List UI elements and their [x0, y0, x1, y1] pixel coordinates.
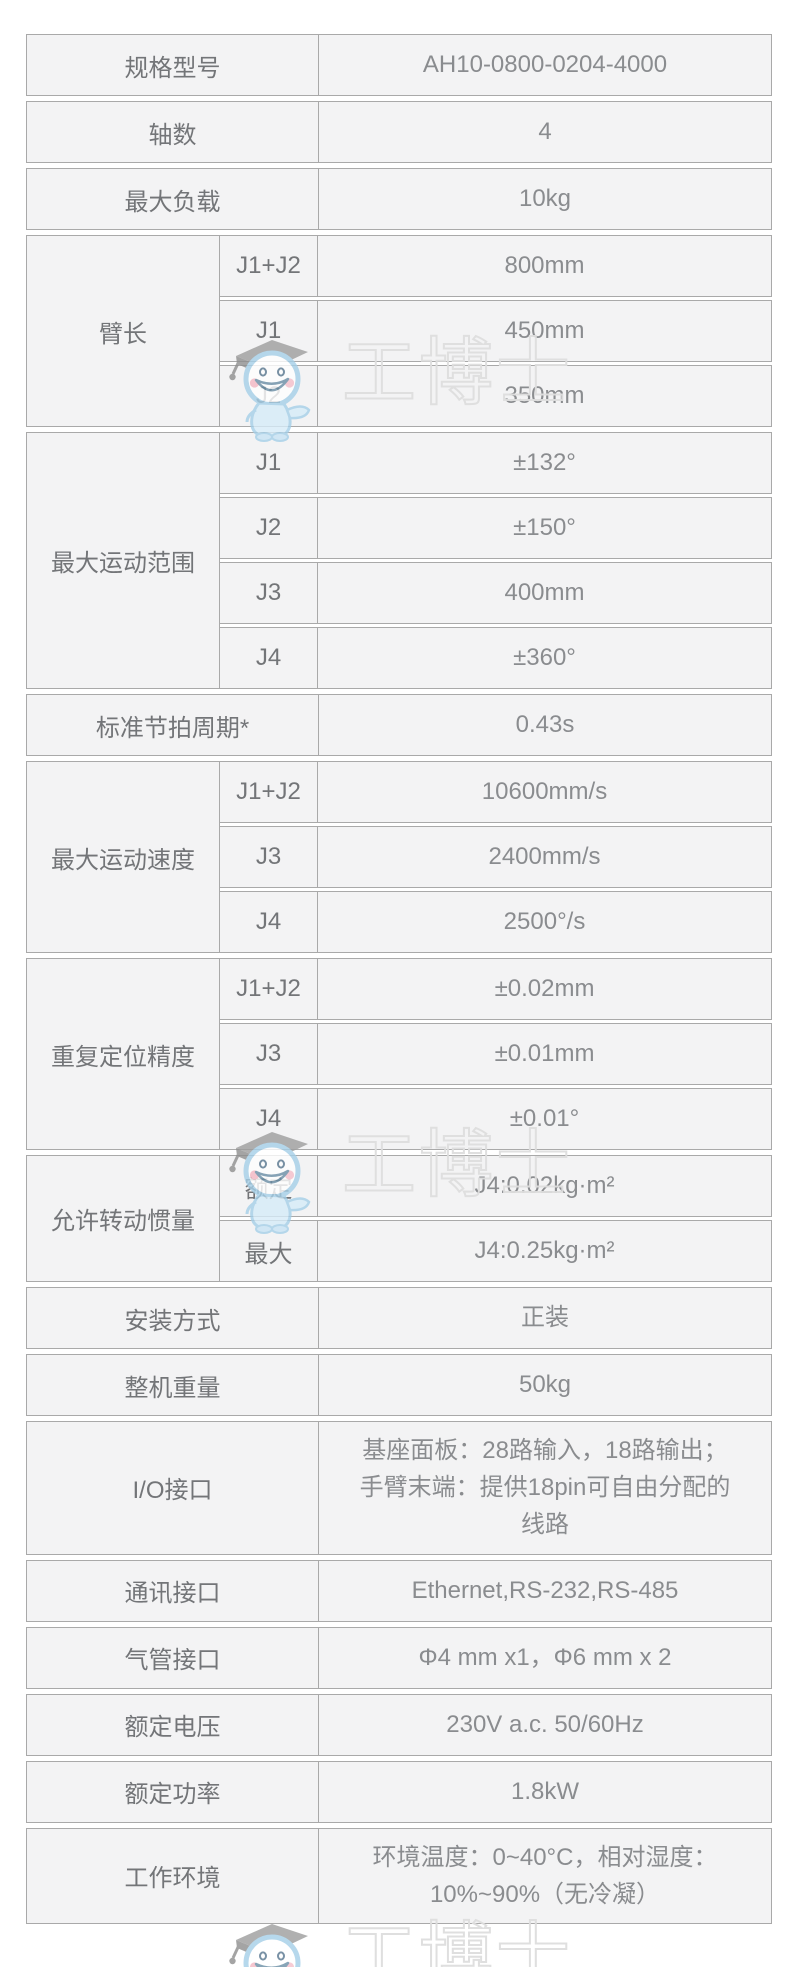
- subrow-label: 最大: [219, 1220, 318, 1282]
- spec-row: 标准节拍周期* 0.43s: [26, 694, 772, 756]
- row-label: 重复定位精度: [26, 958, 220, 1150]
- subrow-value: J4:0.02kg·m²: [317, 1155, 772, 1217]
- spec-row: 规格型号 AH10-0800-0204-4000: [26, 34, 772, 96]
- subrow-value: ±132°: [317, 432, 772, 494]
- subrow-label: 额定: [219, 1155, 318, 1217]
- subrow-label: J2: [219, 497, 318, 559]
- row-value: 1.8kW: [318, 1760, 772, 1823]
- spec-subrow: J4 2500°/s: [219, 891, 772, 953]
- spec-row: 安装方式 正装: [26, 1287, 772, 1349]
- spec-row: 最大运动范围 J1 ±132° J2 ±150° J3 400mm J4 ±360°: [26, 432, 772, 689]
- spec-subrow: J3 400mm: [219, 562, 772, 624]
- subrow-label: J4: [219, 627, 318, 689]
- row-value: 230V a.c. 50/60Hz: [318, 1693, 772, 1756]
- row-value: 环境温度：0~40°C，相对湿度： 10%~90%（无冷凝）: [318, 1827, 772, 1924]
- subrow-list: J1+J2 ±0.02mm J3 ±0.01mm J4 ±0.01°: [219, 958, 772, 1150]
- row-label: 规格型号: [26, 34, 319, 96]
- subrow-value: 10600mm/s: [317, 761, 772, 823]
- row-value: AH10-0800-0204-4000: [318, 34, 772, 96]
- spec-row: 额定功率 1.8kW: [26, 1760, 772, 1823]
- subrow-label: J1: [219, 300, 318, 362]
- row-label: 额定功率: [26, 1760, 319, 1823]
- row-label: 标准节拍周期*: [26, 694, 319, 756]
- spec-subrow: 额定 J4:0.02kg·m²: [219, 1155, 772, 1217]
- subrow-list: 额定 J4:0.02kg·m² 最大 J4:0.25kg·m²: [219, 1155, 772, 1282]
- row-label: 允许转动惯量: [26, 1155, 220, 1282]
- subrow-value: 400mm: [317, 562, 772, 624]
- spec-subrow: J1 450mm: [219, 300, 772, 362]
- subrow-label: J1: [219, 432, 318, 494]
- spec-row: 重复定位精度 J1+J2 ±0.02mm J3 ±0.01mm J4 ±0.01°: [26, 958, 772, 1150]
- spec-subrow: J1+J2 10600mm/s: [219, 761, 772, 823]
- subrow-label: J3: [219, 562, 318, 624]
- spec-subrow: J3 2400mm/s: [219, 826, 772, 888]
- subrow-label: J3: [219, 826, 318, 888]
- subrow-value: ±0.01mm: [317, 1023, 772, 1085]
- spec-subrow: 最大 J4:0.25kg·m²: [219, 1220, 772, 1282]
- row-value: 基座面板：28路输入，18路输出； 手臂末端：提供18pin可自由分配的 线路: [318, 1421, 772, 1555]
- spec-row: 最大负载 10kg: [26, 168, 772, 230]
- row-label: 安装方式: [26, 1287, 319, 1349]
- subrow-list: J1+J2 800mm J1 450mm J2 350mm: [219, 235, 772, 427]
- spec-row: 臂长 J1+J2 800mm J1 450mm J2 350mm: [26, 235, 772, 427]
- subrow-value: ±0.02mm: [317, 958, 772, 1020]
- subrow-label: J1+J2: [219, 958, 318, 1020]
- spec-subrow: J4 ±0.01°: [219, 1088, 772, 1150]
- subrow-list: J1 ±132° J2 ±150° J3 400mm J4 ±360°: [219, 432, 772, 689]
- spec-row: 工作环境 环境温度：0~40°C，相对湿度： 10%~90%（无冷凝）: [26, 1827, 772, 1924]
- subrow-value: J4:0.25kg·m²: [317, 1220, 772, 1282]
- row-value: Ethernet,RS-232,RS-485: [318, 1559, 772, 1622]
- spec-subrow: J1+J2 800mm: [219, 235, 772, 297]
- row-label: 最大负载: [26, 168, 319, 230]
- row-label: 最大运动范围: [26, 432, 220, 689]
- subrow-label: J4: [219, 891, 318, 953]
- row-label: 工作环境: [26, 1827, 319, 1924]
- subrow-label: J4: [219, 1088, 318, 1150]
- row-label: 最大运动速度: [26, 761, 220, 953]
- subrow-value: ±150°: [317, 497, 772, 559]
- subrow-label: J3: [219, 1023, 318, 1085]
- spec-subrow: J1+J2 ±0.02mm: [219, 958, 772, 1020]
- subrow-value: 450mm: [317, 300, 772, 362]
- row-label: 臂长: [26, 235, 220, 427]
- subrow-list: J1+J2 10600mm/s J3 2400mm/s J4 2500°/s: [219, 761, 772, 953]
- subrow-value: 2400mm/s: [317, 826, 772, 888]
- row-label: I/O接口: [26, 1421, 319, 1555]
- spec-subrow: J4 ±360°: [219, 627, 772, 689]
- row-label: 额定电压: [26, 1693, 319, 1756]
- row-label: 轴数: [26, 101, 319, 163]
- spec-row: 气管接口 Φ4 mm x1，Φ6 mm x 2: [26, 1626, 772, 1689]
- row-label: 通讯接口: [26, 1559, 319, 1622]
- subrow-label: J1+J2: [219, 235, 318, 297]
- spec-row: 轴数 4: [26, 101, 772, 163]
- row-value: 正装: [318, 1287, 772, 1349]
- spec-row: 允许转动惯量 额定 J4:0.02kg·m² 最大 J4:0.25kg·m²: [26, 1155, 772, 1282]
- spec-row: 额定电压 230V a.c. 50/60Hz: [26, 1693, 772, 1756]
- spec-subrow: J2 350mm: [219, 365, 772, 427]
- subrow-value: 2500°/s: [317, 891, 772, 953]
- spec-subrow: J2 ±150°: [219, 497, 772, 559]
- row-value: 4: [318, 101, 772, 163]
- spec-row: 最大运动速度 J1+J2 10600mm/s J3 2400mm/s J4 2500°/s: [26, 761, 772, 953]
- row-value: Φ4 mm x1，Φ6 mm x 2: [318, 1626, 772, 1689]
- row-label: 整机重量: [26, 1354, 319, 1416]
- spec-table: 规格型号 AH10-0800-0204-4000 轴数 4 最大负载 10kg 臂长 J1+J…: [26, 34, 772, 1929]
- spec-subrow: J1 ±132°: [219, 432, 772, 494]
- subrow-label: J2: [219, 365, 318, 427]
- subrow-value: 350mm: [317, 365, 772, 427]
- row-value: 50kg: [318, 1354, 772, 1416]
- spec-row: I/O接口 基座面板：28路输入，18路输出； 手臂末端：提供18pin可自由分配…: [26, 1421, 772, 1555]
- spec-row: 整机重量 50kg: [26, 1354, 772, 1416]
- subrow-value: ±0.01°: [317, 1088, 772, 1150]
- subrow-label: J1+J2: [219, 761, 318, 823]
- row-value: 0.43s: [318, 694, 772, 756]
- row-label: 气管接口: [26, 1626, 319, 1689]
- subrow-value: ±360°: [317, 627, 772, 689]
- subrow-value: 800mm: [317, 235, 772, 297]
- spec-row: 通讯接口 Ethernet,RS-232,RS-485: [26, 1559, 772, 1622]
- row-value: 10kg: [318, 168, 772, 230]
- spec-subrow: J3 ±0.01mm: [219, 1023, 772, 1085]
